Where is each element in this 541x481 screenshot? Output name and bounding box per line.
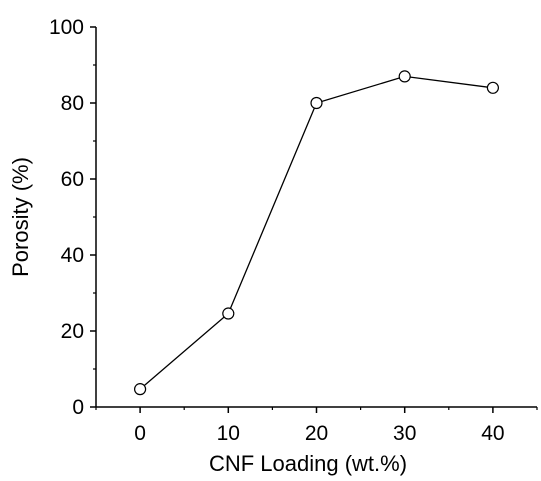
y-tick-label: 60: [61, 168, 84, 191]
x-tick-label: 10: [217, 422, 240, 445]
y-axis-title: Porosity (%): [8, 157, 33, 277]
y-tick-label: 100: [49, 16, 84, 39]
x-tick-label: 0: [134, 422, 146, 445]
data-point: [222, 307, 235, 320]
data-series: [134, 70, 499, 396]
data-point: [310, 96, 323, 110]
x-tick-label: 20: [305, 422, 328, 445]
data-point: [398, 70, 411, 83]
data-point: [486, 81, 499, 94]
series-line: [139, 75, 493, 390]
ticks: 0 20 40 60 80 100 0 10 20 30 40: [49, 16, 538, 445]
y-tick-label: 80: [61, 92, 84, 115]
axes: [95, 27, 537, 408]
y-tick-label: 0: [72, 396, 84, 419]
y-tick-label: 40: [61, 244, 84, 267]
y-tick-label: 20: [61, 320, 84, 343]
x-axis-title: CNF Loading (wt.%): [209, 451, 407, 476]
x-tick-label: 30: [393, 422, 416, 445]
data-point: [134, 383, 147, 396]
x-tick-label: 40: [481, 422, 504, 445]
